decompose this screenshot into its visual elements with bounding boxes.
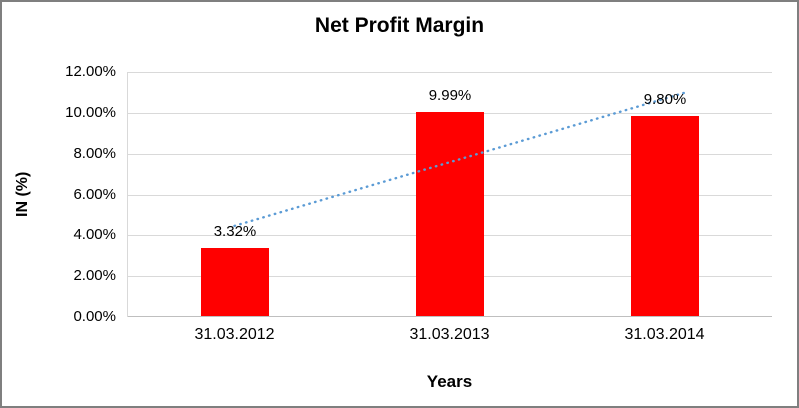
y-tick-label: 12.00% [65, 63, 116, 80]
gridline [127, 72, 772, 73]
x-tick-label: 31.03.2013 [409, 326, 490, 343]
y-tick-label: 10.00% [65, 104, 116, 121]
y-tick-label: 6.00% [73, 186, 116, 203]
bar [416, 112, 484, 316]
bar [201, 248, 269, 316]
trendline [233, 90, 690, 228]
x-axis-title: Years [426, 372, 473, 391]
trendline-segment [233, 90, 690, 228]
plot-area: 3.32% 9.99% 9.80% [127, 72, 772, 317]
chart-title: Net Profit Margin [314, 14, 485, 37]
y-tick-label: 8.00% [73, 145, 116, 162]
y-axis-line [127, 72, 128, 317]
y-tick-label: 0.00% [73, 308, 116, 325]
bar [631, 116, 699, 316]
x-axis-line [127, 316, 772, 317]
x-tick-label: 31.03.2012 [194, 326, 275, 343]
y-tick-label: 2.00% [73, 267, 116, 284]
bar-value-label: 9.80% [643, 91, 687, 108]
x-axis-tick-labels: 31.03.2012 31.03.2013 31.03.2014 [127, 326, 772, 348]
bar-value-label: 3.32% [213, 223, 257, 240]
bar-value-label: 9.99% [428, 87, 472, 104]
x-tick-label: 31.03.2014 [624, 326, 705, 343]
y-tick-label: 4.00% [73, 226, 116, 243]
